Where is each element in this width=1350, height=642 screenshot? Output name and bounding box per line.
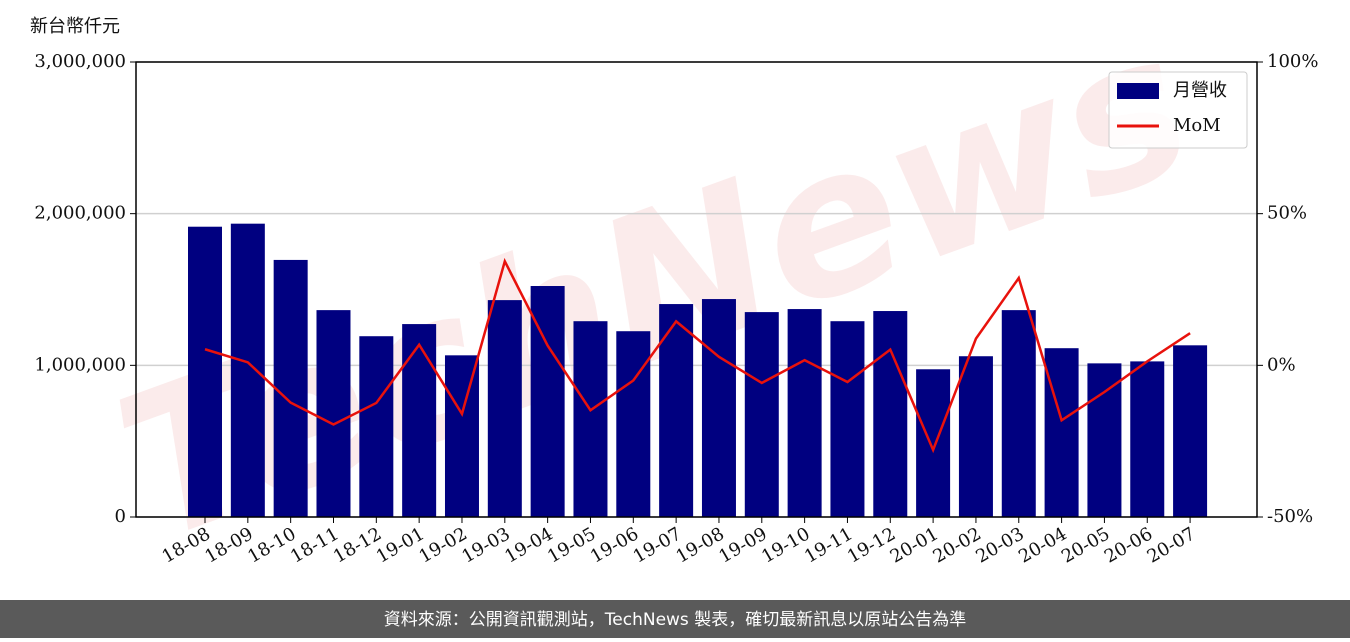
- x-tick-label: 20-01: [887, 523, 942, 567]
- x-tick-label: 19-08: [673, 523, 728, 567]
- x-tick-label: 19-02: [416, 523, 471, 567]
- bar: [616, 331, 651, 517]
- bar: [402, 324, 437, 517]
- x-tick-label: 20-06: [1101, 523, 1156, 567]
- y-tick-label: 3,000,000: [34, 51, 126, 72]
- x-tick-label: 19-11: [801, 523, 856, 567]
- x-tick-label: 20-05: [1058, 523, 1113, 567]
- y-tick-label: 1,000,000: [34, 354, 126, 375]
- x-tick-label: 19-01: [373, 523, 428, 567]
- x-tick-label: 18-12: [330, 523, 385, 567]
- bar: [744, 312, 779, 517]
- bar: [1087, 363, 1122, 517]
- bar: [958, 356, 993, 517]
- y2-tick-label: 50%: [1267, 203, 1307, 224]
- legend-label: 月營收: [1173, 80, 1227, 101]
- line: [204, 257, 1191, 454]
- x-tick-label: 19-09: [715, 523, 770, 567]
- bar: [1130, 361, 1165, 517]
- bar: [873, 311, 908, 517]
- footer-band: [0, 600, 1350, 638]
- x-tick-label: 19-04: [501, 523, 556, 567]
- bar: [787, 309, 822, 517]
- x-tick-label: 19-03: [458, 523, 513, 567]
- bar: [916, 369, 951, 517]
- bar: [1173, 345, 1208, 517]
- y-tick-label: 0: [115, 506, 126, 527]
- x-tick-label: 19-10: [758, 523, 813, 567]
- bar: [659, 304, 694, 517]
- bar: [230, 223, 265, 517]
- x-tick-label: 20-07: [1144, 523, 1199, 567]
- x-tick-label: 20-02: [930, 523, 985, 567]
- plot-frame: [135, 61, 1258, 518]
- bar: [487, 300, 522, 517]
- bar: [188, 226, 222, 517]
- x-tick-label: 19-12: [844, 523, 899, 567]
- bar: [444, 355, 479, 517]
- bar: [573, 321, 608, 517]
- x-tick-label: 20-03: [972, 523, 1027, 567]
- bar: [1001, 310, 1036, 517]
- bar: [701, 299, 736, 517]
- bar: [273, 259, 308, 517]
- x-tick-label: 20-04: [1015, 523, 1070, 567]
- y2-tick-label: 0%: [1267, 354, 1296, 375]
- bar: [830, 321, 865, 517]
- y-axis-label: 新台幣仟元: [30, 16, 120, 37]
- y-tick-label: 2,000,000: [34, 203, 126, 224]
- legend-swatch: [1117, 83, 1159, 99]
- source-note: 資料來源：公開資訊觀測站，TechNews 製表，確切最新訊息以原站公告為準: [384, 610, 966, 630]
- x-tick-label: 19-06: [587, 523, 642, 567]
- y2-tick-label: 100%: [1267, 51, 1318, 72]
- bar: [1044, 348, 1079, 517]
- y2-tick-label: -50%: [1267, 506, 1313, 527]
- bar: [359, 336, 394, 517]
- legend-label: MoM: [1173, 115, 1221, 136]
- x-tick-label: 19-05: [544, 523, 599, 567]
- bar: [316, 310, 351, 517]
- x-tick-label: 19-07: [630, 523, 685, 567]
